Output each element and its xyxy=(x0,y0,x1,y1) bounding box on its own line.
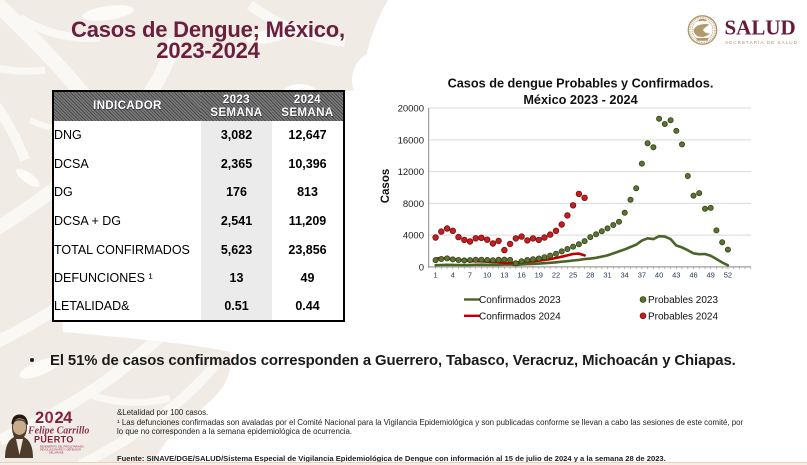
svg-text:2: 2 xyxy=(35,409,44,427)
svg-text:20000: 20000 xyxy=(398,104,424,115)
svg-text:28: 28 xyxy=(586,271,594,280)
svg-text:52: 52 xyxy=(724,271,732,280)
svg-text:México 2023 - 2024: México 2023 - 2024 xyxy=(523,93,637,107)
svg-text:19: 19 xyxy=(535,271,543,280)
svg-text:24: 24 xyxy=(55,409,74,427)
svg-text:Casos: Casos xyxy=(380,169,392,204)
svg-text:16: 16 xyxy=(517,271,525,280)
svg-text:7: 7 xyxy=(468,271,472,280)
svg-text:12000: 12000 xyxy=(398,167,424,178)
svg-text:46: 46 xyxy=(689,271,697,280)
svg-text:PUERTO: PUERTO xyxy=(34,435,74,445)
svg-text:4: 4 xyxy=(451,271,455,280)
svg-text:25: 25 xyxy=(569,271,577,280)
svg-text:Probables 2024: Probables 2024 xyxy=(648,311,718,322)
svg-text:BENEMÉRITO DEL PROLETARIADO,: BENEMÉRITO DEL PROLETARIADO, xyxy=(40,444,85,449)
svg-text:REVOLUCIONARIO Y DEFENSOR: REVOLUCIONARIO Y DEFENSOR xyxy=(40,448,81,452)
svg-text:31: 31 xyxy=(603,271,611,280)
svg-text:Probables 2023: Probables 2023 xyxy=(648,295,718,306)
svg-text:10: 10 xyxy=(483,271,491,280)
svg-text:34: 34 xyxy=(621,271,629,280)
svg-text:0: 0 xyxy=(45,409,54,427)
svg-text:SALUD: SALUD xyxy=(725,16,796,40)
svg-text:SECRETARÍA DE SALUD: SECRETARÍA DE SALUD xyxy=(725,39,798,45)
svg-text:40: 40 xyxy=(655,271,663,280)
svg-text:Confirmados 2023: Confirmados 2023 xyxy=(479,295,561,306)
svg-text:8000: 8000 xyxy=(403,199,424,210)
svg-text:0: 0 xyxy=(419,262,424,273)
svg-text:Casos de dengue Probables y Co: Casos de dengue Probables y Confirmados. xyxy=(448,77,714,91)
svg-text:1: 1 xyxy=(434,271,438,280)
svg-text:Felipe Carrillo: Felipe Carrillo xyxy=(27,426,89,437)
svg-text:37: 37 xyxy=(638,271,646,280)
svg-text:DEL MAYAB: DEL MAYAB xyxy=(49,451,64,455)
svg-text:4000: 4000 xyxy=(403,231,424,242)
svg-text:Confirmados 2024: Confirmados 2024 xyxy=(479,311,561,322)
svg-text:22: 22 xyxy=(552,271,560,280)
svg-text:49: 49 xyxy=(707,271,715,280)
svg-text:13: 13 xyxy=(500,271,508,280)
svg-text:16000: 16000 xyxy=(398,135,424,146)
svg-text:43: 43 xyxy=(672,271,680,280)
